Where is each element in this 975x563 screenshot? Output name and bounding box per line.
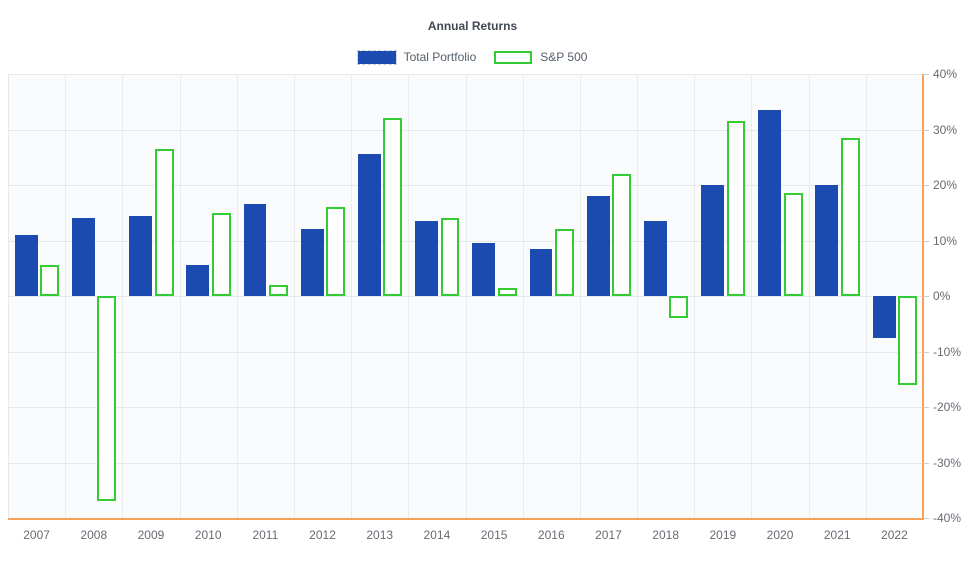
v-gridline xyxy=(694,74,696,518)
x-axis-line xyxy=(8,518,924,520)
bar-sp500-2020[interactable] xyxy=(783,193,803,296)
y-axis-label: 20% xyxy=(933,178,958,192)
bar-total-portfolio-2010[interactable] xyxy=(186,265,210,296)
legend-label-sp500: S&P 500 xyxy=(540,50,588,64)
v-gridline xyxy=(637,74,639,518)
sp500-swatch-icon xyxy=(494,50,533,64)
bar-total-portfolio-2013[interactable] xyxy=(357,154,381,296)
y-axis-tick xyxy=(923,129,929,131)
y-axis-tick xyxy=(923,185,929,186)
v-gridline xyxy=(465,74,467,518)
v-gridline xyxy=(751,74,753,518)
bar-total-portfolio-2014[interactable] xyxy=(415,221,439,296)
x-axis-label: 2009 xyxy=(137,528,165,542)
bar-sp500-2021[interactable] xyxy=(840,137,860,296)
bar-sp500-2011[interactable] xyxy=(269,284,288,296)
x-axis-label: 2021 xyxy=(823,528,851,542)
bar-total-portfolio-2022[interactable] xyxy=(872,296,896,338)
bar-total-portfolio-2008[interactable] xyxy=(72,218,95,296)
y-axis-label: -20% xyxy=(933,400,962,414)
y-axis-tick xyxy=(923,518,929,519)
x-axis-label: 2014 xyxy=(423,528,451,542)
x-axis-label: 2007 xyxy=(23,528,50,542)
v-gridline xyxy=(408,74,410,518)
chart-legend: Total Portfolio S&P 500 xyxy=(0,49,945,65)
v-gridline xyxy=(579,74,581,518)
x-axis-label: 2008 xyxy=(80,528,108,542)
x-axis-label: 2019 xyxy=(709,528,737,542)
v-gridline xyxy=(351,74,353,518)
bar-sp500-2013[interactable] xyxy=(383,118,403,296)
v-gridline xyxy=(65,74,67,518)
bar-total-portfolio-2015[interactable] xyxy=(472,243,496,296)
legend-item-total-portfolio[interactable]: Total Portfolio xyxy=(356,49,477,65)
bar-total-portfolio-2020[interactable] xyxy=(758,110,782,296)
v-gridline xyxy=(293,74,295,518)
bar-sp500-2008[interactable] xyxy=(97,296,117,502)
v-gridline xyxy=(522,74,524,518)
y-axis-tick xyxy=(923,351,929,353)
bar-sp500-2007[interactable] xyxy=(40,265,60,296)
bar-total-portfolio-2017[interactable] xyxy=(586,196,610,296)
x-axis-label: 2018 xyxy=(652,528,679,542)
x-axis-label: 2016 xyxy=(537,528,565,542)
x-axis-label: 2013 xyxy=(366,528,394,542)
bar-total-portfolio-2016[interactable] xyxy=(529,248,553,296)
y-axis-tick xyxy=(923,407,929,408)
bar-sp500-2014[interactable] xyxy=(440,218,460,296)
y-axis-line xyxy=(922,74,924,520)
bar-sp500-2009[interactable] xyxy=(154,148,174,296)
x-axis-label: 2017 xyxy=(595,528,622,542)
v-gridline xyxy=(122,74,124,518)
bar-sp500-2016[interactable] xyxy=(554,229,574,296)
bar-total-portfolio-2021[interactable] xyxy=(815,185,839,296)
bar-total-portfolio-2011[interactable] xyxy=(243,204,267,296)
x-axis-label: 2012 xyxy=(309,528,336,542)
y-axis-tick xyxy=(923,240,929,242)
x-axis-label: 2010 xyxy=(194,528,222,542)
x-axis-label: 2011 xyxy=(252,528,279,542)
bar-total-portfolio-2007[interactable] xyxy=(14,234,38,296)
v-gridline xyxy=(236,74,238,518)
x-axis-label: 2022 xyxy=(881,528,908,542)
y-axis-label: -40% xyxy=(933,511,962,525)
x-axis-label: 2020 xyxy=(766,528,794,542)
legend-label-total-portfolio: Total Portfolio xyxy=(403,50,477,64)
bar-total-portfolio-2009[interactable] xyxy=(129,215,153,296)
y-axis-tick xyxy=(923,462,929,464)
v-gridline xyxy=(179,74,181,518)
bar-sp500-2012[interactable] xyxy=(326,207,346,296)
bar-sp500-2015[interactable] xyxy=(497,287,517,296)
v-gridline xyxy=(865,74,867,518)
bar-sp500-2018[interactable] xyxy=(669,296,689,319)
x-axis-label: 2015 xyxy=(480,528,508,542)
y-axis-label: 0% xyxy=(933,289,951,303)
y-axis-label: 40% xyxy=(933,67,958,81)
bar-sp500-2010[interactable] xyxy=(211,212,231,296)
y-axis-tick xyxy=(923,74,929,75)
y-axis-label: 10% xyxy=(933,233,958,248)
bar-sp500-2017[interactable] xyxy=(612,173,632,296)
legend-item-sp500[interactable]: S&P 500 xyxy=(494,50,587,64)
bar-total-portfolio-2019[interactable] xyxy=(701,185,724,296)
bar-sp500-2019[interactable] xyxy=(726,121,746,296)
total-portfolio-swatch-icon xyxy=(356,49,397,65)
y-axis-label: 30% xyxy=(933,122,958,137)
v-gridline xyxy=(808,74,810,518)
chart-title: Annual Returns xyxy=(427,19,518,33)
bar-total-portfolio-2018[interactable] xyxy=(643,221,667,296)
bar-total-portfolio-2012[interactable] xyxy=(300,229,324,296)
bar-sp500-2022[interactable] xyxy=(898,296,917,385)
y-axis-label: -10% xyxy=(933,344,962,359)
y-axis-tick xyxy=(923,296,929,297)
y-axis-label: -30% xyxy=(933,455,962,470)
